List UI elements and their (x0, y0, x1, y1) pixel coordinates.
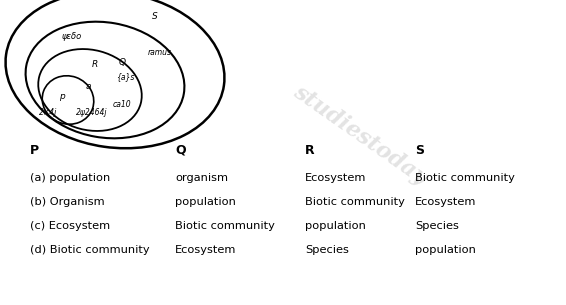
Text: R: R (92, 60, 98, 70)
Text: ψεδo: ψεδo (62, 33, 82, 41)
Text: Ecosystem: Ecosystem (415, 197, 477, 207)
Text: {a}s: {a}s (116, 73, 134, 81)
Text: S: S (415, 144, 424, 157)
Text: Species: Species (415, 221, 459, 231)
Text: Biotic community: Biotic community (415, 173, 515, 183)
Text: Biotic community: Biotic community (175, 221, 275, 231)
Text: Ecosystem: Ecosystem (175, 245, 237, 255)
Text: Q: Q (175, 144, 186, 157)
Text: organism: organism (175, 173, 228, 183)
Text: p: p (59, 92, 65, 102)
Text: population: population (305, 221, 366, 231)
Text: (a) population: (a) population (30, 173, 110, 183)
Text: population: population (415, 245, 476, 255)
Text: S: S (152, 13, 158, 21)
Text: 2×4j: 2×4j (39, 109, 57, 117)
Text: R: R (305, 144, 315, 157)
Text: ramus: ramus (148, 48, 172, 58)
Text: Q: Q (118, 59, 126, 67)
Text: studiestoday: studiestoday (289, 81, 431, 189)
Text: population: population (175, 197, 236, 207)
Text: a: a (85, 82, 91, 92)
Text: P: P (30, 144, 39, 157)
Text: ca10: ca10 (113, 101, 131, 109)
Text: (d) Biotic community: (d) Biotic community (30, 245, 149, 255)
Text: Ecosystem: Ecosystem (305, 173, 366, 183)
Text: (b) Organism: (b) Organism (30, 197, 105, 207)
Text: Biotic community: Biotic community (305, 197, 405, 207)
Text: (c) Ecosystem: (c) Ecosystem (30, 221, 110, 231)
Text: Species: Species (305, 245, 349, 255)
Text: 2ψ2464j: 2ψ2464j (76, 109, 108, 117)
